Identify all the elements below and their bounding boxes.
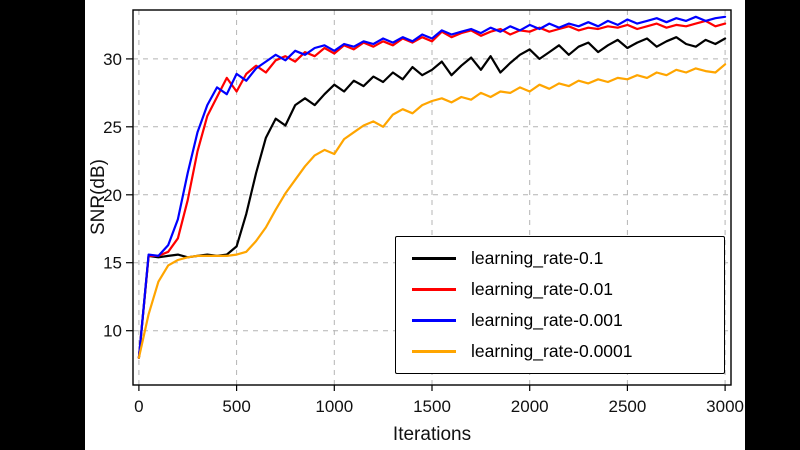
letterbox-left bbox=[0, 0, 85, 450]
svg-text:30: 30 bbox=[103, 50, 122, 69]
legend-item: learning_rate-0.01 bbox=[412, 279, 708, 300]
legend-label: learning_rate-0.1 bbox=[471, 248, 604, 268]
legend: learning_rate-0.1 learning_rate-0.01 lea… bbox=[395, 236, 725, 374]
legend-swatch bbox=[412, 288, 456, 291]
legend-label: learning_rate-0.0001 bbox=[471, 341, 633, 361]
svg-text:3000: 3000 bbox=[706, 397, 744, 416]
svg-text:2500: 2500 bbox=[608, 397, 646, 416]
svg-text:500: 500 bbox=[222, 397, 250, 416]
line-chart-canvas: 0 500 1000 1500 2000 2500 3000 10 15 20 25 30 bbox=[103, 9, 744, 416]
svg-text:10: 10 bbox=[103, 322, 122, 341]
letterbox-right bbox=[745, 0, 800, 450]
svg-text:0: 0 bbox=[134, 397, 143, 416]
legend-item: learning_rate-0.001 bbox=[412, 310, 708, 331]
svg-text:20: 20 bbox=[103, 186, 122, 205]
legend-swatch bbox=[412, 257, 456, 260]
svg-text:1000: 1000 bbox=[315, 397, 353, 416]
legend-label: learning_rate-0.01 bbox=[471, 279, 614, 299]
svg-text:2000: 2000 bbox=[511, 397, 549, 416]
legend-item: learning_rate-0.0001 bbox=[412, 341, 708, 362]
svg-text:1500: 1500 bbox=[413, 397, 451, 416]
legend-item: learning_rate-0.1 bbox=[412, 248, 708, 269]
svg-text:15: 15 bbox=[103, 254, 122, 273]
legend-swatch bbox=[412, 350, 456, 353]
y-axis-label: SNR(dB) bbox=[88, 158, 109, 236]
svg-text:25: 25 bbox=[103, 118, 122, 137]
legend-label: learning_rate-0.001 bbox=[471, 310, 623, 330]
x-axis-label: Iterations bbox=[392, 424, 472, 445]
snr-line-chart: 0 500 1000 1500 2000 2500 3000 10 15 20 25 30 Itera… bbox=[85, 0, 745, 450]
legend-swatch bbox=[412, 319, 456, 322]
